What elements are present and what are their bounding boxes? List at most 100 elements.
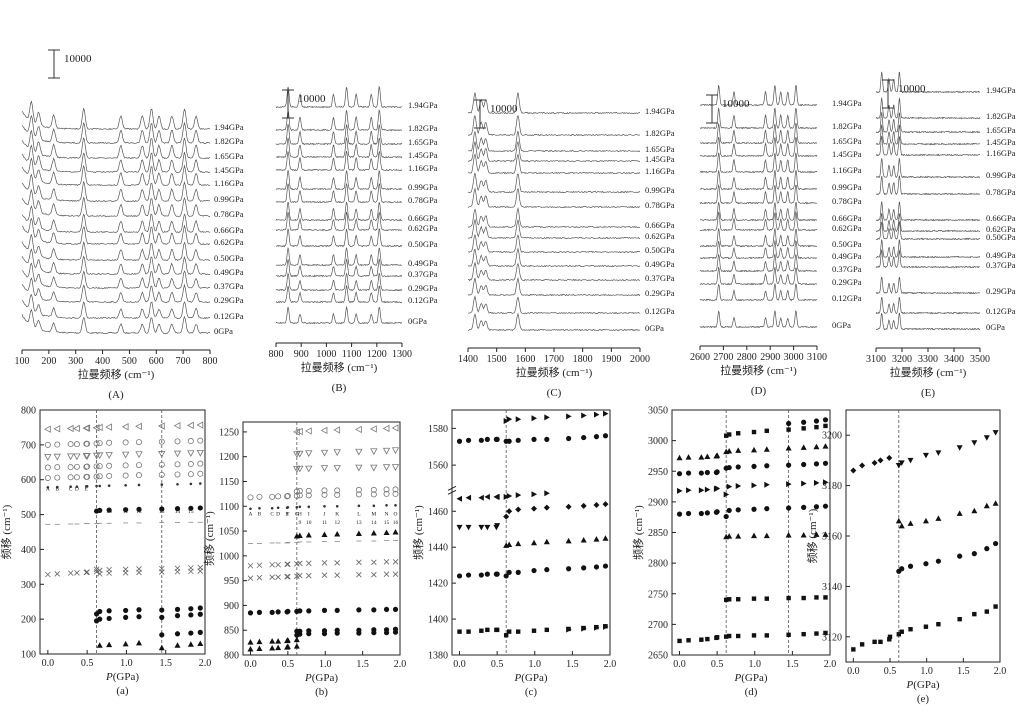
data-point — [174, 506, 181, 512]
band-letter-label: N — [385, 512, 389, 518]
data-point — [531, 491, 538, 498]
y-axis-label: 频移 (cm⁻¹) — [411, 505, 425, 560]
series-label: 0.62GPa — [408, 223, 438, 233]
data-point — [494, 571, 500, 577]
data-point — [515, 540, 522, 547]
data-point — [506, 541, 513, 548]
data-point — [385, 503, 388, 507]
x-tick-label: 0.5 — [491, 659, 504, 670]
band-number-label: 15 — [188, 509, 194, 515]
y-tick-label: 2700 — [648, 620, 668, 631]
y-tick-label: 3180 — [822, 481, 842, 492]
data-point — [355, 486, 362, 493]
data-point — [371, 607, 377, 613]
data-point — [256, 562, 263, 569]
data-point — [726, 432, 732, 437]
spectrum-line — [275, 211, 403, 232]
data-point — [121, 451, 130, 459]
data-point — [383, 486, 390, 493]
cross-stroke — [297, 560, 303, 567]
data-point — [726, 483, 733, 490]
band-letter-label: J — [323, 512, 326, 518]
data-point — [284, 493, 291, 500]
series-label: 0.12GPa — [214, 311, 244, 321]
data-point — [53, 425, 61, 433]
cross-stroke — [285, 561, 291, 568]
data-point — [321, 491, 328, 498]
series-label: 0.29GPa — [408, 283, 438, 293]
series-label: 0.37GPa — [832, 264, 862, 274]
spectrum-line — [467, 153, 641, 175]
data-point — [566, 626, 572, 633]
spectra-panel-D: 0GPa 0.12GPa 0.29GPa 0.37GPa 0.49GPa 0.50GPa 0… — [690, 85, 862, 397]
spectrum-line — [467, 312, 641, 332]
x-tick-label: 1000 — [316, 349, 336, 360]
data-point — [726, 464, 732, 471]
data-point — [270, 506, 274, 510]
data-point — [284, 643, 291, 650]
data-point — [197, 605, 203, 611]
data-point — [296, 492, 303, 499]
data-point — [515, 492, 522, 499]
data-point — [898, 522, 905, 529]
data-point — [187, 438, 194, 445]
panel-caption: (E) — [921, 387, 935, 399]
spectrum-line — [699, 227, 818, 248]
panel-caption: (e) — [917, 693, 930, 705]
cross-stroke — [269, 574, 275, 580]
data-point — [957, 616, 962, 622]
spectrum-line — [21, 173, 211, 203]
data-point — [736, 431, 741, 436]
x-tick-label: 3100 — [866, 354, 886, 365]
data-point — [466, 629, 471, 634]
series-label: 0.66GPa — [408, 213, 438, 223]
spectrum-line — [21, 100, 211, 131]
cross-stroke — [306, 560, 312, 567]
data-point — [286, 505, 290, 509]
data-point — [158, 471, 165, 478]
spectrum-line — [21, 293, 211, 320]
x-tick-label: 3300 — [918, 354, 938, 365]
series-label: 0.50GPa — [645, 245, 675, 255]
cross-stroke — [297, 572, 303, 579]
x-tick-label: 600 — [149, 356, 164, 367]
data-point — [971, 440, 978, 446]
cross-stroke — [188, 565, 194, 571]
data-point — [187, 450, 195, 458]
series-label: 1.94GPa — [408, 100, 438, 110]
x-tick-label: 1.0 — [319, 659, 332, 670]
data-point — [355, 425, 362, 434]
plot-frame — [39, 409, 206, 655]
series-label: 0.78GPa — [645, 200, 675, 210]
series-label: 0.37GPa — [986, 260, 1016, 270]
data-point — [602, 563, 609, 569]
data-point — [677, 487, 683, 494]
data-point — [188, 565, 194, 571]
x-tick-label: 2.0 — [199, 658, 212, 669]
data-point — [106, 566, 112, 573]
data-point — [356, 627, 362, 633]
data-point — [456, 438, 463, 444]
data-point — [335, 504, 339, 508]
data-point — [676, 471, 683, 477]
data-point — [297, 572, 303, 579]
data-point — [355, 464, 363, 472]
data-point — [383, 490, 390, 497]
data-point — [54, 474, 61, 481]
spectrum-line — [467, 261, 641, 282]
data-point — [321, 487, 328, 494]
data-point — [293, 492, 300, 499]
data-point — [269, 609, 275, 615]
x-tick-label: 2700 — [713, 352, 733, 363]
data-point — [593, 501, 600, 508]
y-tick-label: 2850 — [648, 528, 668, 539]
data-point — [859, 642, 865, 647]
cross-stroke — [269, 561, 275, 568]
data-point — [334, 560, 340, 566]
x-tick-label: 1.5 — [566, 659, 579, 670]
scatter-panel-a: 0.0 0.5 1.0 1.5 2.0 100 200 300 400 500 600 700 800 P… — [0, 406, 211, 698]
cross-stroke — [356, 571, 362, 578]
cross-stroke — [256, 562, 263, 569]
series-label: 0.49GPa — [214, 267, 244, 277]
spectrum-line — [699, 310, 818, 329]
